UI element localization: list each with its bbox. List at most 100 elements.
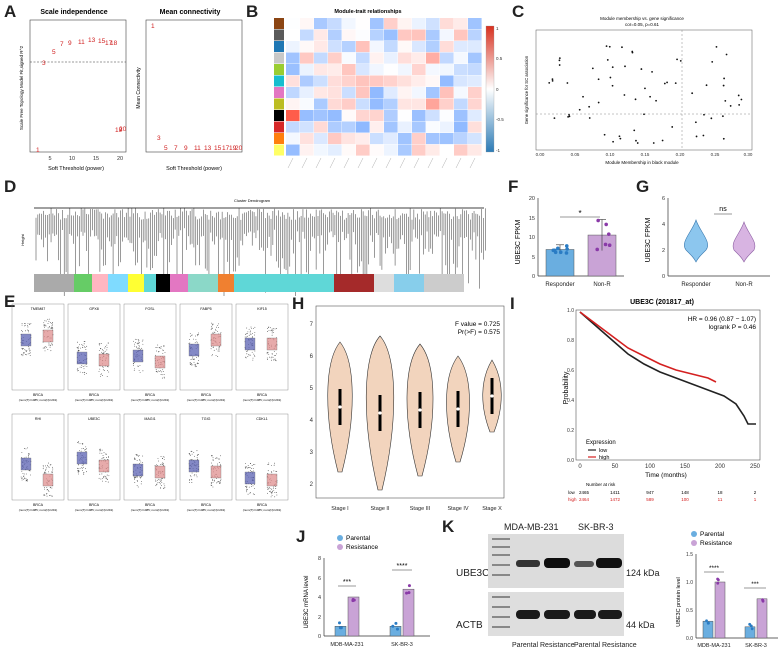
boxplot-point: [215, 457, 217, 459]
panel-f-xtick: Responder: [545, 282, 574, 288]
boxplot-point: [45, 325, 47, 327]
heatmap-cell: [342, 121, 356, 133]
boxplot-point: [252, 493, 254, 495]
scatter-point: [631, 51, 634, 54]
data-point: [705, 619, 708, 623]
boxplot-point: [83, 372, 85, 373]
data-point: [395, 627, 399, 631]
panel-i-xtick: 200: [715, 464, 726, 470]
boxplot-point: [191, 482, 193, 483]
scatter-point: [671, 126, 674, 128]
boxplot-point: [98, 477, 100, 479]
boxplot-point: [251, 484, 252, 485]
scatter-point: [568, 115, 571, 118]
boxplot-point: [83, 472, 85, 473]
heatmap-cell: [342, 75, 356, 87]
heatmap-cell: [328, 75, 342, 87]
boxplot-point: [100, 478, 102, 480]
data-point: [607, 243, 612, 248]
heatmap-cell: [426, 121, 440, 133]
boxplot-point: [48, 471, 49, 473]
boxplot-point: [211, 455, 213, 457]
heatmap-cell: [412, 144, 426, 156]
panel-j-ytick: 2: [318, 615, 321, 621]
boxplot-box: [266, 337, 278, 351]
boxplot-point: [139, 342, 140, 344]
boxplot-point: [29, 323, 30, 325]
boxplot-point: [217, 481, 219, 482]
panel-a-pt: 7: [60, 41, 64, 48]
boxplot-point: [139, 372, 141, 373]
boxplot-point: [47, 323, 49, 324]
boxplot-point: [211, 462, 213, 464]
panel-f-ytick: 15: [529, 216, 535, 222]
boxplot-point: [78, 470, 80, 472]
boxplot-point: [189, 362, 191, 364]
boxplot-point: [136, 476, 138, 478]
boxplot-point: [250, 333, 252, 335]
boxplot-box: [132, 349, 144, 363]
scatter-point: [558, 59, 561, 62]
boxplot-point: [268, 353, 270, 355]
boxplot-point: [23, 478, 25, 480]
boxplot-point: [101, 373, 102, 375]
heatmap-cell: [328, 64, 342, 76]
boxplot-point: [86, 471, 87, 473]
boxplot-point: [50, 345, 52, 346]
module-color-swatch: [274, 121, 284, 133]
boxplot-point: [138, 343, 140, 344]
scatter-point: [588, 117, 591, 119]
heatmap-cell: [412, 110, 426, 122]
boxplot-point: [77, 470, 79, 471]
heatmap-cell: [454, 41, 468, 53]
boxplot-point: [270, 359, 272, 361]
panel-c-xtick: 0.10: [606, 152, 615, 157]
heatmap-cell: [412, 75, 426, 87]
boxplot-point: [25, 473, 27, 475]
scatter-point: [655, 99, 657, 102]
boxplot-point: [164, 485, 166, 487]
scatter-point: [725, 53, 728, 56]
boxplot-point: [43, 494, 45, 495]
boxplot-point: [49, 464, 51, 466]
boxplot-point: [136, 339, 138, 341]
heatmap-cell: [286, 87, 300, 99]
boxplot-point: [104, 370, 105, 371]
panel-label-f: F: [508, 177, 519, 196]
boxplot-point: [102, 455, 104, 456]
boxplot-point: [107, 353, 109, 354]
panel-a-right-title: Mean connectivity: [160, 9, 221, 16]
boxplot-point: [245, 333, 246, 335]
boxplot-point: [102, 353, 104, 354]
boxplot-point: [252, 468, 254, 469]
heatmap-cell: [412, 87, 426, 99]
boxplot-frame: [11, 303, 65, 391]
boxplot-point: [161, 482, 163, 484]
module-color-swatch: [274, 87, 284, 98]
scatter-point: [566, 82, 569, 84]
boxplot-point: [157, 458, 159, 459]
boxplot-point: [43, 494, 45, 496]
boxplot-point: [134, 368, 135, 370]
panel-a-left-xlabel: Soft Threshold (power): [48, 166, 104, 172]
boxplot-point: [25, 448, 27, 450]
heatmap-cell: [412, 98, 426, 110]
heatmap-cell: [300, 87, 314, 99]
boxplot-point: [104, 453, 106, 455]
boxplot-point: [132, 363, 134, 365]
boxplot-point: [84, 365, 86, 367]
boxplot-point: [276, 328, 278, 329]
bar: [714, 581, 726, 639]
boxplot-point: [253, 483, 255, 485]
boxplot-point: [138, 347, 140, 349]
heatmap-cell: [426, 64, 440, 76]
boxplot-point: [79, 371, 81, 373]
boxplot-point: [157, 481, 159, 483]
boxplot-point: [251, 351, 253, 353]
boxplot-point: [52, 495, 53, 497]
boxplot-point: [272, 330, 273, 332]
blot-weight-2: 44 kDa: [626, 620, 655, 630]
panel-f-ytick: 10: [529, 235, 535, 241]
panel-a-xtick: 10: [69, 156, 75, 162]
scatter-point: [611, 84, 614, 87]
